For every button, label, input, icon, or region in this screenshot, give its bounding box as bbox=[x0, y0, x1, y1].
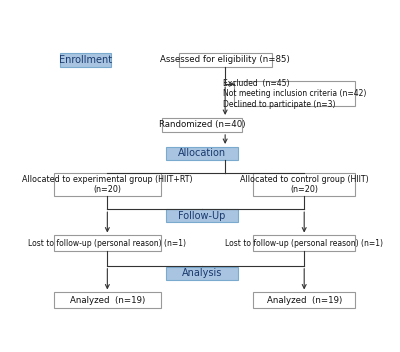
FancyBboxPatch shape bbox=[234, 81, 355, 106]
FancyBboxPatch shape bbox=[166, 267, 238, 280]
FancyBboxPatch shape bbox=[60, 53, 111, 67]
FancyBboxPatch shape bbox=[253, 293, 355, 308]
Text: Lost to follow-up (personal reason) (n=1): Lost to follow-up (personal reason) (n=1… bbox=[28, 239, 186, 248]
Text: Enrollment: Enrollment bbox=[59, 55, 112, 65]
Text: Follow-Up: Follow-Up bbox=[178, 211, 226, 221]
Text: Allocation: Allocation bbox=[178, 148, 226, 158]
FancyBboxPatch shape bbox=[253, 235, 355, 251]
Text: Assessed for eligibility (n=85): Assessed for eligibility (n=85) bbox=[160, 55, 290, 64]
Text: Analyzed  (n=19): Analyzed (n=19) bbox=[266, 296, 342, 305]
Text: Randomized (n=40): Randomized (n=40) bbox=[159, 120, 245, 130]
FancyBboxPatch shape bbox=[54, 235, 161, 251]
FancyBboxPatch shape bbox=[253, 174, 355, 196]
Text: Analyzed  (n=19): Analyzed (n=19) bbox=[70, 296, 145, 305]
FancyBboxPatch shape bbox=[162, 118, 242, 132]
FancyBboxPatch shape bbox=[54, 174, 161, 196]
Text: Analysis: Analysis bbox=[182, 268, 222, 278]
Text: Allocated to control group (HIIT)
(n=20): Allocated to control group (HIIT) (n=20) bbox=[240, 175, 368, 194]
FancyBboxPatch shape bbox=[166, 147, 238, 160]
FancyBboxPatch shape bbox=[166, 209, 238, 222]
Text: Excluded  (n=45)
Not meeting inclusion criteria (n=42)
Declined to participate (: Excluded (n=45) Not meeting inclusion cr… bbox=[223, 79, 366, 109]
Text: Lost to follow-up (personal reason) (n=1): Lost to follow-up (personal reason) (n=1… bbox=[225, 239, 383, 248]
FancyBboxPatch shape bbox=[179, 53, 272, 67]
Text: Allocated to experimental group (HIIT+RT)
(n=20): Allocated to experimental group (HIIT+RT… bbox=[22, 175, 193, 194]
FancyBboxPatch shape bbox=[54, 293, 161, 308]
